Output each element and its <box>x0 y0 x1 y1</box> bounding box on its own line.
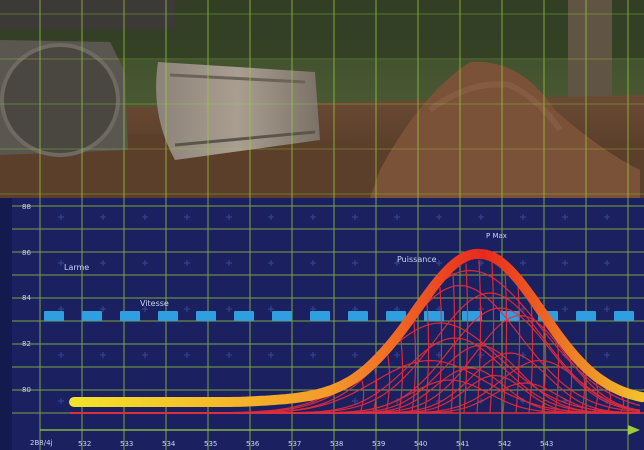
label-puissance: Puissance <box>397 255 437 264</box>
construction-photo <box>0 0 644 198</box>
dash-segment <box>424 311 444 321</box>
x-tick-537: 537 <box>288 440 301 448</box>
mesh-strand <box>450 272 456 414</box>
dash-segment <box>44 311 64 321</box>
dash-segment <box>576 311 596 321</box>
mesh-strand <box>593 380 599 414</box>
x-tick-533: 533 <box>120 440 133 448</box>
y-tick-80: 80 <box>22 386 31 394</box>
mesh-strand <box>489 261 495 414</box>
mesh-strand <box>606 389 612 414</box>
mesh-strand <box>411 322 417 414</box>
dash-segment <box>386 311 406 321</box>
mesh-strand <box>437 286 443 414</box>
x-tick-532: 532 <box>78 440 91 448</box>
mesh-strand <box>567 353 573 414</box>
y-tick-86: 86 <box>22 249 31 257</box>
dash-segment <box>82 311 102 321</box>
mesh-strand <box>385 355 391 414</box>
mesh-strand <box>502 269 508 414</box>
y-tick-88: 88 <box>22 203 31 211</box>
mesh-strand <box>476 259 482 414</box>
x-tick-538: 538 <box>330 440 343 448</box>
dash-segment <box>158 311 178 321</box>
dash-segment <box>348 311 368 321</box>
x-tick-542: 542 <box>498 440 511 448</box>
y-tick-84: 84 <box>22 294 31 302</box>
label-larme: Larme <box>64 263 89 272</box>
dash-segment <box>614 311 634 321</box>
x-tick-534: 534 <box>162 440 176 448</box>
mesh-strand <box>619 396 625 414</box>
dash-segment <box>234 311 254 321</box>
x-tick-541: 541 <box>456 440 469 448</box>
x-tick-540: 540 <box>414 440 427 448</box>
mesh-strand <box>528 299 534 414</box>
x-tick-543: 543 <box>540 440 553 448</box>
y-tick-82: 82 <box>22 340 31 348</box>
chart-panel <box>0 198 644 450</box>
mesh-strand <box>372 369 378 414</box>
mesh-strand <box>541 318 547 414</box>
dash-segment <box>500 311 520 321</box>
x-tick-536: 536 <box>246 440 260 448</box>
dash-segment <box>196 311 216 321</box>
label-vitesse: Vitesse <box>140 299 169 308</box>
mesh-strand <box>580 368 586 414</box>
axis-arrow-icon <box>628 425 640 435</box>
main-curve <box>69 248 644 407</box>
dash-segment <box>272 311 292 321</box>
palm-trunk-icon <box>568 0 612 110</box>
dash-segment <box>462 311 482 321</box>
dash-segment <box>120 311 140 321</box>
mesh-strand <box>398 339 404 414</box>
mesh-strand <box>554 336 560 414</box>
mesh-strand <box>515 282 521 414</box>
dirt-mound-icon <box>370 61 640 198</box>
mesh-strand <box>424 304 430 414</box>
dash-segment <box>310 311 330 321</box>
x-tick-535: 535 <box>204 440 217 448</box>
mesh-strand <box>463 263 469 414</box>
mesh-strand <box>359 380 365 414</box>
axis-origin: 2B8/4j <box>30 439 53 447</box>
label-pmax: P Max <box>486 232 507 240</box>
x-tick-539: 539 <box>372 440 385 448</box>
